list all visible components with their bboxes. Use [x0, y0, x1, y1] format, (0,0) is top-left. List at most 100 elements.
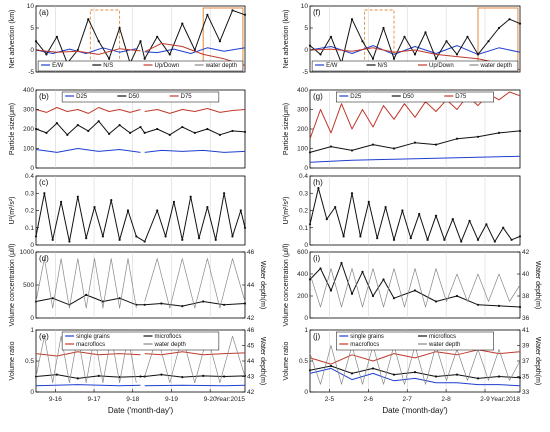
- data-point: [168, 133, 171, 136]
- legend-entry: single grains: [76, 334, 110, 340]
- data-point: [97, 120, 100, 123]
- data-point: [497, 375, 501, 378]
- data-point: [164, 235, 167, 238]
- data-point: [206, 127, 209, 131]
- y-tick-label: 400: [297, 271, 308, 278]
- data-point: [451, 218, 454, 221]
- data-point: [382, 278, 385, 281]
- panel-label: (f): [313, 8, 321, 17]
- y-tick-label: 1000: [20, 249, 35, 256]
- data-point: [135, 235, 138, 238]
- plot-frame: [309, 251, 521, 319]
- y-tick-label: 0: [304, 242, 308, 249]
- data-point: [413, 141, 417, 144]
- y-tick-label: 100: [297, 146, 308, 153]
- legend-entry: E/W: [52, 63, 64, 69]
- y-tick-label-right: 36: [522, 315, 530, 322]
- data-point: [487, 40, 490, 43]
- y-tick-label: 400: [23, 87, 34, 94]
- legend-entry: D25: [350, 94, 362, 100]
- data-point: [413, 289, 417, 292]
- data-point: [45, 131, 48, 134]
- data-point: [497, 26, 501, 30]
- data-point: [126, 209, 130, 212]
- data-point: [319, 53, 322, 56]
- legend-entry: microflocs: [155, 334, 182, 340]
- y-tick-label-right: 42: [522, 249, 530, 256]
- y-tick-label: 1: [30, 327, 34, 334]
- data-point: [181, 125, 184, 129]
- y-tick-label-right: 41: [522, 327, 530, 334]
- data-point: [392, 373, 396, 376]
- data-point: [55, 373, 59, 376]
- y-tick-label-right: 42: [247, 389, 255, 396]
- data-point: [350, 192, 354, 195]
- data-point: [189, 195, 192, 198]
- y-tick-label-right: 45: [247, 343, 255, 350]
- data-point: [118, 238, 121, 241]
- y-axis-label: Volume concentration (μl/l): [283, 243, 290, 326]
- y-tick-label: 600: [297, 249, 308, 256]
- x-tick-label: 9-18: [126, 396, 139, 403]
- data-point: [361, 270, 364, 273]
- series-line-macroflocs: [309, 349, 521, 365]
- data-point: [518, 235, 522, 238]
- y-tick-label: -5: [28, 69, 34, 76]
- data-point: [87, 129, 90, 133]
- data-point: [319, 267, 322, 270]
- data-point: [308, 151, 312, 154]
- data-point: [87, 18, 90, 21]
- y-tick-label: 0: [30, 315, 34, 322]
- data-point: [55, 122, 59, 125]
- panel-d: 0 500 1000 42 44 46 Water depth(m) Volume conce…: [9, 243, 266, 326]
- data-point: [143, 303, 146, 306]
- legend-entry: water depth: [479, 63, 511, 69]
- data-point: [308, 278, 312, 281]
- data-point: [455, 373, 459, 376]
- data-point: [325, 218, 328, 221]
- data-point: [43, 192, 46, 195]
- legend-entry: water depth: [154, 342, 186, 348]
- data-point: [76, 124, 79, 127]
- data-point: [329, 289, 333, 292]
- data-point: [231, 129, 234, 133]
- data-point: [231, 9, 234, 12]
- data-point: [181, 305, 184, 308]
- y-tick-label-right: 38: [522, 293, 530, 300]
- data-point: [497, 131, 501, 134]
- y-tick-label: 0.5: [299, 358, 308, 365]
- legend-entry: D75: [455, 94, 467, 100]
- data-point: [392, 57, 396, 60]
- legend-box: [61, 331, 220, 351]
- legend-entry: water depth: [205, 63, 237, 69]
- data-point: [350, 292, 354, 295]
- legend-entry: macroflocs: [76, 342, 105, 348]
- y-axis-label: Volume concentration (μl/l): [9, 243, 16, 326]
- data-point: [466, 35, 469, 38]
- y-tick-label: 0.3: [299, 190, 308, 197]
- panel-label: (e): [39, 332, 49, 341]
- data-point: [223, 375, 226, 378]
- legend-entry: Up/Down: [155, 63, 180, 69]
- series-line-d75-0: [35, 107, 141, 114]
- data-point: [455, 294, 459, 298]
- data-point: [455, 53, 459, 56]
- data-point: [156, 127, 159, 131]
- y-tick-label: 0: [304, 47, 308, 54]
- x-tick-label: 9-16: [49, 396, 62, 403]
- data-point: [139, 125, 142, 129]
- series-line-single-grains-0: [35, 384, 141, 387]
- data-point: [76, 48, 79, 52]
- data-point: [93, 205, 96, 209]
- y-tick-label-right: 44: [247, 282, 255, 289]
- data-point: [45, 53, 48, 56]
- x-tick-label: 9-20: [204, 396, 217, 403]
- legend-entry: macroflocs: [350, 342, 379, 348]
- data-point: [502, 226, 505, 229]
- y-axis-label: Volume ratio: [283, 341, 290, 380]
- panel-label: (d): [39, 254, 49, 263]
- y-tick-label: 0.5: [25, 358, 34, 365]
- data-point: [139, 40, 142, 43]
- data-point: [143, 240, 146, 243]
- y-axis-label: Net advection (km): [9, 10, 16, 69]
